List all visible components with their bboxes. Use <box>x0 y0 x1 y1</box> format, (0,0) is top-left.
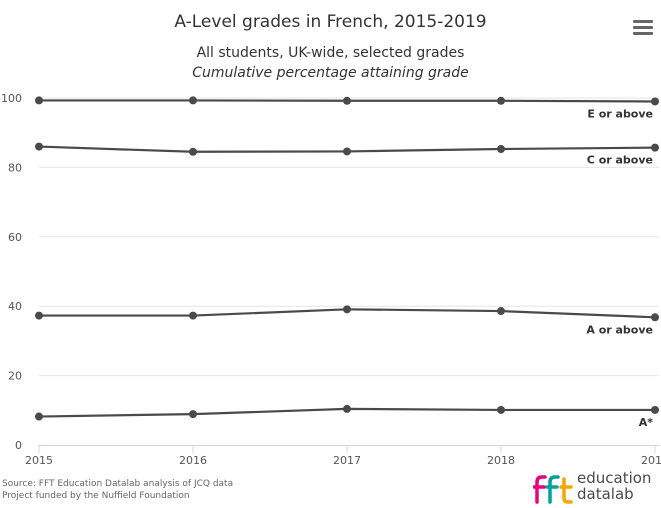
data-point <box>343 96 351 105</box>
y-tick-label: 0 <box>15 439 22 452</box>
data-point <box>651 405 659 414</box>
y-tick-label: 40 <box>8 300 22 313</box>
data-point <box>35 142 43 151</box>
x-tick-label: 2018 <box>487 454 515 467</box>
series-end-label: A* <box>639 416 654 429</box>
subtitle-line: All students, UK-wide, selected grades <box>196 45 465 61</box>
x-tick-label: 2015 <box>25 454 53 467</box>
data-point <box>497 405 505 414</box>
data-point <box>497 145 505 154</box>
chart-subtitle: All students, UK-wide, selected grades C… <box>0 43 661 83</box>
y-tick-label: 20 <box>8 370 22 383</box>
grid-lines <box>39 97 659 377</box>
hamburger-menu-icon[interactable] <box>633 20 653 38</box>
data-point <box>35 311 43 320</box>
data-point <box>651 97 659 106</box>
series-end-label: A or above <box>586 323 653 336</box>
data-point <box>343 305 351 314</box>
y-tick-label: 80 <box>8 161 22 174</box>
credits-funding: Project funded by the Nuffield Foundatio… <box>2 491 190 501</box>
data-point <box>497 307 505 316</box>
y-tick-label: 100 <box>1 92 22 105</box>
data-point <box>189 96 197 105</box>
x-tick-label: 2016 <box>179 454 207 467</box>
series <box>35 96 659 421</box>
data-point <box>651 313 659 322</box>
fft-education-datalab-logo: education datalab <box>532 470 661 504</box>
data-point <box>189 410 197 419</box>
logo-text-datalab: datalab <box>577 485 634 503</box>
data-point <box>343 147 351 156</box>
data-point <box>189 147 197 156</box>
data-point <box>189 311 197 320</box>
data-point <box>343 404 351 413</box>
credits-source: Source: FFT Education Datalab analysis o… <box>2 479 234 489</box>
y-tick-label: 60 <box>8 231 22 244</box>
data-point <box>651 143 659 152</box>
chart-title: A-Level grades in French, 2015-2019 <box>174 12 487 32</box>
series-end-label: C or above <box>587 154 653 167</box>
x-tick-label: 2019 <box>641 454 661 467</box>
logo-text-education: education <box>577 469 652 487</box>
x-tick-label: 2017 <box>333 454 361 467</box>
credits[interactable]: Source: FFT Education Datalab analysis o… <box>2 478 233 502</box>
subtitle-italic-line: Cumulative percentage attaining grade <box>192 65 469 81</box>
series-end-label: E or above <box>587 107 653 120</box>
axes: 0 20 40 60 80 100 2015 2016 2017 2018 2019 <box>1 92 661 467</box>
data-point <box>35 96 43 105</box>
data-point <box>497 96 505 105</box>
data-point <box>35 412 43 421</box>
logo-text: education datalab <box>577 470 651 502</box>
series-labels: E or above C or above A or above A* <box>586 107 653 428</box>
fft-logo-mark <box>532 475 573 504</box>
